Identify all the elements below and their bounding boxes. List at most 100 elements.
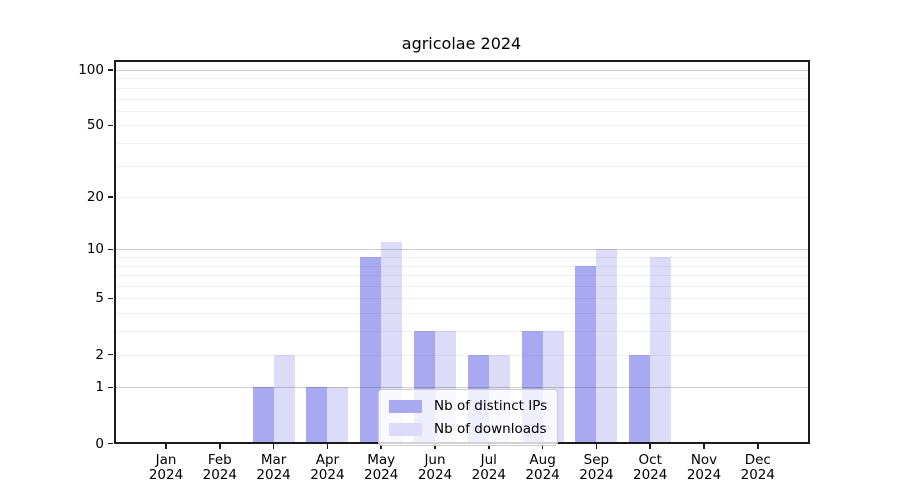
- legend-row: Nb of downloads: [389, 421, 547, 437]
- x-tick-mark: [326, 443, 329, 449]
- x-tick-month: Sep: [583, 451, 610, 468]
- y-tick-mark: [108, 248, 113, 251]
- x-tick-label: Sep 2024: [564, 451, 628, 484]
- x-tick-mark: [272, 443, 275, 449]
- x-tick-label: Jan 2024: [134, 451, 198, 484]
- y-tick-mark: [108, 353, 113, 356]
- bar-distinct-ips: [306, 387, 328, 444]
- y-tick-label: 5: [95, 290, 104, 307]
- gridline: [113, 275, 810, 277]
- gridline: [113, 165, 810, 167]
- x-tick-label: Jul 2024: [457, 451, 521, 484]
- gridline: [113, 331, 810, 333]
- x-tick-month: Aug: [529, 451, 556, 468]
- gridline: [113, 87, 810, 89]
- gridline: [113, 70, 810, 71]
- x-tick-month: Jan: [155, 451, 177, 468]
- gridline: [113, 313, 810, 315]
- x-tick-month: Oct: [638, 451, 662, 468]
- y-tick-mark: [108, 69, 113, 71]
- x-tick-mark: [595, 443, 598, 449]
- gridline: [113, 286, 810, 288]
- x-tick-year: 2024: [740, 467, 775, 483]
- legend: Nb of distinct IPs Nb of downloads: [378, 389, 559, 446]
- x-tick-mark: [380, 443, 382, 449]
- x-tick-month: Feb: [207, 451, 232, 468]
- y-tick-label: 1: [95, 379, 104, 396]
- y-tick-label: 50: [86, 117, 104, 134]
- legend-row: Nb of distinct IPs: [389, 398, 547, 414]
- x-tick-month: Nov: [690, 451, 718, 468]
- x-tick-year: 2024: [310, 467, 345, 483]
- x-tick-month: Apr: [315, 451, 340, 468]
- gridline: [113, 78, 810, 80]
- x-tick-label: Dec 2024: [726, 452, 790, 484]
- x-tick-label: Oct 2024: [618, 451, 682, 484]
- legend-swatch-downloads: [389, 422, 422, 436]
- x-tick-year: 2024: [148, 467, 184, 483]
- x-tick-label: Jun 2024: [403, 451, 467, 484]
- x-tick-label: Aug 2024: [511, 451, 575, 484]
- gridline: [113, 110, 810, 112]
- gridline: [113, 197, 810, 199]
- bar-downloads: [327, 387, 349, 444]
- x-tick-label: May 2024: [349, 451, 413, 484]
- x-tick-year: 2024: [579, 467, 614, 483]
- x-tick-mark: [219, 443, 221, 449]
- gridline: [113, 98, 810, 100]
- y-tick-mark: [108, 124, 113, 127]
- x-tick-year: 2024: [364, 467, 399, 483]
- gridline: [113, 142, 810, 144]
- bar-downloads: [596, 249, 618, 444]
- chart-title: agricolae 2024: [401, 34, 522, 53]
- gridline: [113, 387, 810, 389]
- legend-swatch-distinct-ips: [389, 399, 422, 413]
- x-tick-label: Nov 2024: [672, 451, 736, 484]
- x-tick-month: Mar: [260, 451, 287, 468]
- x-tick-mark: [703, 443, 705, 449]
- x-tick-mark: [541, 443, 544, 449]
- y-tick-label: 20: [86, 189, 104, 206]
- x-tick-month: Jun: [424, 451, 446, 468]
- x-tick-mark: [165, 443, 167, 449]
- x-tick-label: Apr 2024: [295, 451, 359, 484]
- bar-downloads: [650, 257, 672, 444]
- x-tick-year: 2024: [633, 467, 668, 483]
- x-tick-mark: [488, 443, 490, 449]
- x-tick-label: Feb 2024: [188, 451, 252, 484]
- plot-area: Nb of distinct IPs Nb of downloads: [113, 60, 810, 446]
- y-tick-label: 100: [78, 62, 104, 78]
- x-tick-month: May: [367, 451, 396, 468]
- bar-distinct-ips: [629, 354, 651, 444]
- legend-label: Nb of distinct IPs: [434, 398, 548, 414]
- gridline: [113, 257, 810, 259]
- y-tick-label: 10: [86, 241, 104, 258]
- gridline: [113, 249, 810, 251]
- x-tick-year: 2024: [471, 467, 506, 483]
- gridline: [113, 125, 810, 127]
- gridline: [113, 298, 810, 300]
- x-tick-mark: [649, 443, 651, 449]
- y-tick-label: 0: [95, 435, 104, 452]
- x-tick-month: Jul: [480, 451, 497, 468]
- y-tick-mark: [108, 386, 113, 389]
- bar-distinct-ips: [575, 265, 597, 444]
- y-tick-label: 2: [95, 346, 104, 363]
- x-tick-mark: [757, 443, 759, 449]
- y-tick-mark: [108, 297, 113, 300]
- y-tick-mark: [108, 196, 113, 198]
- y-tick-mark: [108, 442, 113, 445]
- legend-label: Nb of downloads: [434, 421, 547, 437]
- bar-downloads: [273, 354, 295, 444]
- x-tick-label: Mar 2024: [242, 451, 306, 484]
- x-tick-year: 2024: [202, 467, 237, 483]
- grid-layer: [113, 60, 810, 444]
- bar-distinct-ips: [252, 387, 274, 444]
- gridline: [113, 354, 810, 356]
- gridline: [113, 265, 810, 267]
- x-tick-year: 2024: [256, 467, 291, 483]
- x-tick-year: 2024: [686, 467, 722, 483]
- bar-distinct-ips: [360, 257, 382, 444]
- x-tick-mark: [434, 443, 436, 449]
